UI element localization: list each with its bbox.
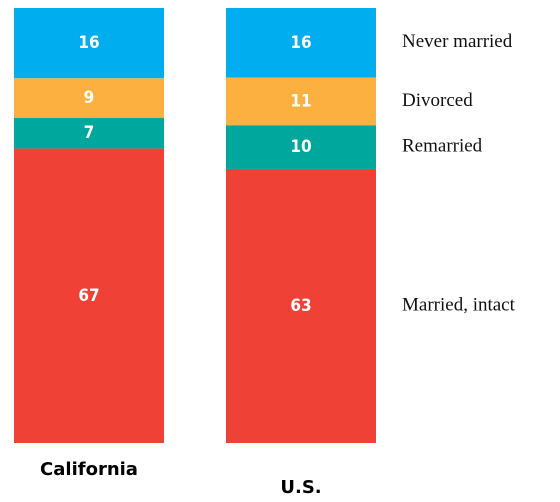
- x-tick-label: California: [40, 459, 138, 480]
- data-label: 9: [84, 88, 95, 108]
- bar-segment: [226, 125, 376, 169]
- bar-segment: [226, 77, 376, 126]
- bar-segment: [14, 78, 164, 118]
- bar-segment: [226, 8, 376, 78]
- legend-label: Remarried: [402, 136, 483, 157]
- x-tick-label: U.S.: [280, 477, 321, 498]
- bar-segment: [14, 8, 164, 79]
- data-label: 16: [290, 33, 311, 53]
- legend-label: Never married: [402, 31, 513, 52]
- data-label: 10: [290, 137, 311, 157]
- bar-segment: [14, 148, 164, 443]
- data-label: 11: [290, 92, 311, 112]
- data-label: 67: [78, 286, 99, 306]
- data-label: 63: [290, 296, 311, 316]
- data-label: 16: [78, 33, 99, 53]
- bar-segment: [226, 168, 376, 443]
- legend-label: Divorced: [402, 90, 473, 111]
- bar-segment: [14, 117, 164, 149]
- legend-label: Married, intact: [402, 294, 516, 315]
- data-label: 7: [84, 123, 95, 143]
